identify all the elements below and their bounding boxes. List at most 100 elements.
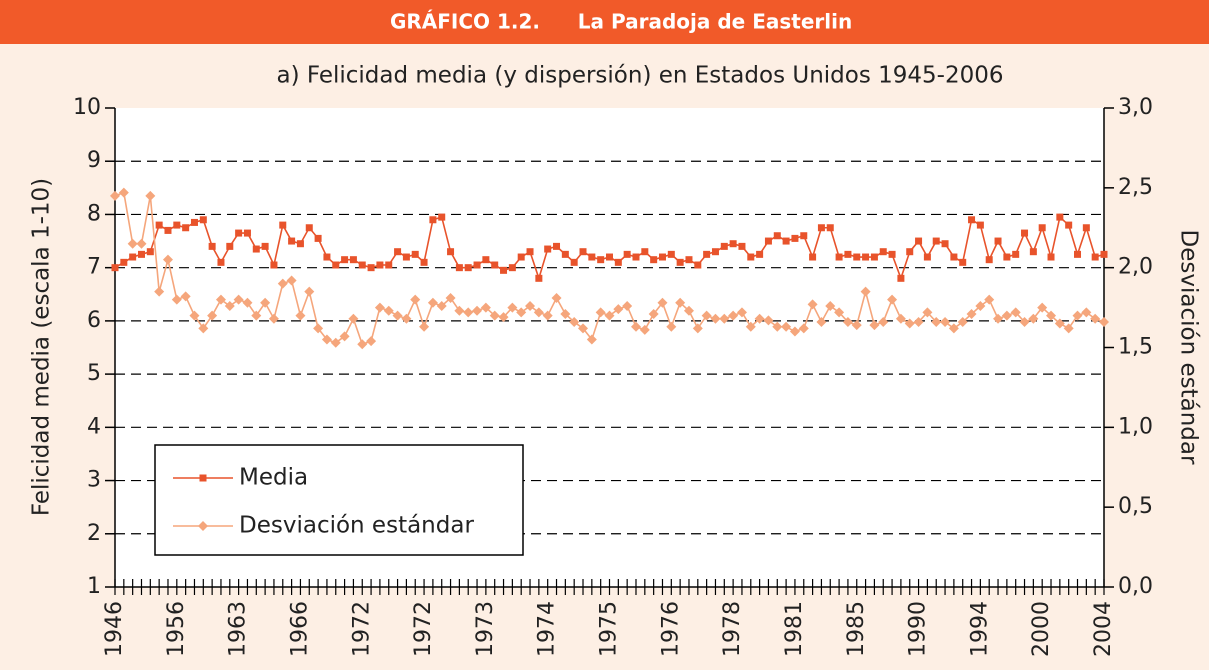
x-tick-label: 1975	[597, 601, 622, 657]
point	[694, 261, 702, 269]
x-tick-label: 1981	[782, 601, 807, 657]
point	[994, 237, 1002, 245]
point	[844, 250, 852, 258]
point	[1021, 229, 1029, 237]
point	[1038, 224, 1046, 232]
point	[913, 316, 924, 327]
point	[182, 224, 190, 232]
point	[931, 316, 942, 327]
point	[199, 474, 207, 482]
point	[968, 216, 976, 224]
point	[482, 256, 490, 264]
point	[798, 323, 809, 334]
point	[385, 261, 393, 269]
point	[508, 264, 516, 272]
legend-label: Media	[239, 465, 308, 491]
x-tick-label: 1972	[411, 601, 436, 657]
point	[199, 216, 207, 224]
point	[888, 250, 896, 258]
point	[835, 253, 843, 261]
point	[173, 221, 181, 229]
point	[171, 294, 182, 305]
point	[993, 313, 1004, 324]
point	[500, 266, 508, 274]
point	[224, 300, 235, 311]
point	[498, 312, 509, 323]
point	[597, 256, 605, 264]
point	[650, 256, 658, 264]
point	[376, 261, 384, 269]
point	[208, 242, 216, 250]
point	[127, 238, 138, 249]
point	[1012, 250, 1020, 258]
chart-subtitle: a) Felicidad media (y dispersión) en Est…	[276, 63, 1003, 89]
point	[869, 320, 880, 331]
point	[242, 297, 253, 308]
point	[551, 293, 562, 304]
point	[957, 316, 968, 327]
point	[860, 286, 871, 297]
point	[314, 234, 322, 242]
point	[535, 274, 543, 282]
point	[226, 242, 234, 250]
point	[595, 307, 606, 318]
point	[330, 337, 341, 348]
point	[455, 264, 463, 272]
point	[948, 323, 959, 334]
point	[764, 237, 772, 245]
point	[606, 253, 613, 261]
point	[1072, 310, 1083, 321]
point	[463, 307, 474, 318]
point	[420, 258, 428, 266]
point	[288, 237, 296, 245]
point	[630, 321, 641, 332]
point	[207, 310, 218, 321]
y-tick-label: 2	[87, 521, 101, 546]
point	[1065, 221, 1073, 229]
point	[932, 237, 940, 245]
point	[791, 234, 799, 242]
point	[825, 300, 836, 311]
point	[1063, 323, 1074, 334]
point	[154, 286, 165, 297]
point	[162, 254, 173, 265]
x-tick-label: 2004	[1091, 601, 1116, 657]
y-tick-label: 1	[87, 574, 101, 599]
point	[1029, 248, 1037, 256]
point	[984, 294, 995, 305]
y2-tick-label: 0,0	[1118, 574, 1153, 599]
point	[834, 307, 845, 318]
point	[1081, 307, 1092, 318]
point	[701, 310, 712, 321]
point	[614, 258, 622, 266]
point	[985, 256, 993, 264]
point	[402, 253, 410, 261]
point	[348, 313, 359, 324]
y2-tick-label: 2,0	[1118, 255, 1153, 280]
point	[517, 253, 525, 261]
point	[1010, 307, 1021, 318]
point	[217, 258, 225, 266]
point	[851, 320, 862, 331]
point	[1074, 250, 1082, 258]
point	[332, 261, 340, 269]
point	[438, 213, 446, 221]
point	[904, 318, 915, 329]
point	[553, 242, 561, 250]
point	[887, 294, 898, 305]
y2-axis-label: Desviación estándar	[1176, 230, 1202, 465]
point	[1090, 313, 1101, 324]
point	[736, 307, 747, 318]
point	[720, 242, 728, 250]
x-tick-label: 1956	[164, 601, 189, 657]
point	[632, 253, 640, 261]
x-tick-label: 1978	[720, 601, 745, 657]
point	[137, 250, 145, 258]
point	[507, 302, 518, 313]
point	[675, 297, 686, 308]
point	[323, 253, 331, 261]
point	[383, 305, 394, 316]
point	[251, 310, 262, 321]
point	[341, 256, 349, 264]
point	[747, 253, 755, 261]
